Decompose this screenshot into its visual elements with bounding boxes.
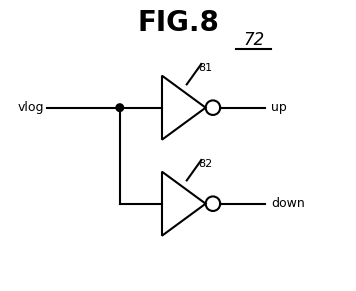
Text: 82: 82 (198, 159, 213, 169)
Circle shape (116, 104, 124, 111)
Text: FIG.8: FIG.8 (137, 9, 219, 37)
Text: 72: 72 (243, 31, 264, 49)
Text: 81: 81 (198, 63, 213, 73)
Text: down: down (271, 197, 305, 210)
Text: vlog: vlog (18, 101, 44, 114)
Text: up: up (271, 101, 287, 114)
